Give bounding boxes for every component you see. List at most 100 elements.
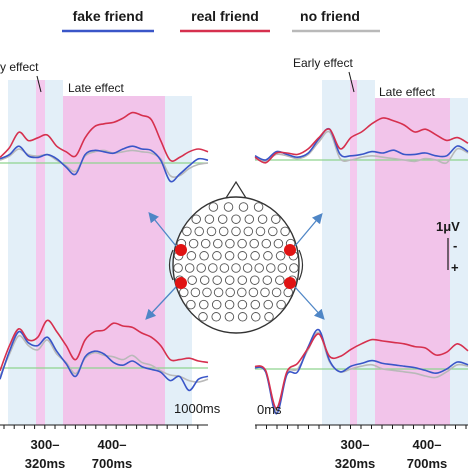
electrode-dot bbox=[173, 263, 183, 273]
electrode-head-map bbox=[168, 180, 304, 334]
electrode-dot bbox=[283, 287, 293, 298]
electrode-dot bbox=[275, 275, 285, 285]
electrode-dot bbox=[237, 238, 247, 249]
arrow-to-bottom-left bbox=[145, 286, 177, 320]
left-band-pre-early bbox=[8, 80, 36, 425]
axis-ticks-right bbox=[255, 425, 467, 429]
electrode-dot bbox=[231, 263, 241, 273]
electrode-dot bbox=[289, 263, 299, 273]
right-band-between bbox=[357, 80, 375, 425]
early-window-label-right-line2: 320ms bbox=[335, 456, 375, 471]
series-top-left-no-friend bbox=[0, 148, 209, 178]
left-late-window bbox=[63, 96, 165, 425]
electrode-dot bbox=[276, 299, 286, 310]
electrode-dot bbox=[251, 312, 261, 322]
electrode-dot bbox=[224, 275, 235, 285]
electrode-dot bbox=[250, 275, 260, 285]
electrode-grid bbox=[173, 202, 299, 322]
electrode-dot bbox=[242, 263, 253, 273]
electrode-dot bbox=[211, 312, 221, 322]
electrode-dot bbox=[223, 202, 234, 212]
electrode-dot bbox=[253, 202, 264, 212]
late-window-label-right-line1: 400– bbox=[413, 437, 442, 452]
electrode-dot bbox=[187, 275, 197, 285]
electrode-dot bbox=[219, 263, 230, 273]
electrode-dot bbox=[184, 263, 195, 273]
electrode-dot bbox=[224, 312, 235, 322]
early-effect-pointer-right bbox=[348, 71, 355, 93]
electrode-dot bbox=[263, 299, 273, 310]
electrode-dot bbox=[248, 287, 259, 298]
series-bottom-right-fake-friend bbox=[254, 328, 469, 415]
electrode-dot bbox=[199, 251, 209, 261]
electrode-dot bbox=[182, 226, 192, 237]
legend: fake friend real friend no friend bbox=[62, 8, 380, 33]
electrode-dot bbox=[268, 226, 278, 237]
time-start-label: 0ms bbox=[257, 402, 282, 417]
electrode-dot bbox=[200, 238, 211, 249]
electrode-dot bbox=[243, 226, 254, 237]
electrode-dot bbox=[225, 238, 235, 249]
axis-ticks-left bbox=[3, 425, 199, 429]
electrode-dot bbox=[237, 251, 248, 261]
left-band-between bbox=[45, 80, 63, 425]
left-early-window bbox=[36, 80, 45, 425]
right-early-window bbox=[350, 80, 357, 425]
electrode-dot bbox=[186, 251, 197, 261]
electrode-right-anterior bbox=[284, 244, 296, 256]
electrode-dot bbox=[231, 226, 241, 237]
electrode-dot bbox=[213, 238, 223, 249]
electrode-dot bbox=[237, 287, 247, 298]
electrode-dot bbox=[208, 263, 218, 273]
electrode-dot bbox=[250, 251, 260, 261]
arrow-to-top-left bbox=[148, 211, 177, 247]
electrode-left-posterior bbox=[175, 277, 187, 289]
late-window-label-left-line1: 400– bbox=[98, 437, 127, 452]
electrode-dot bbox=[264, 312, 274, 322]
electrode-dot bbox=[191, 214, 201, 224]
electrode-dot bbox=[271, 214, 281, 224]
time-axis-left bbox=[0, 424, 208, 429]
electrode-dot bbox=[237, 275, 248, 285]
electrode-left-anterior bbox=[175, 244, 187, 256]
late-window-label-left-line2: 700ms bbox=[92, 456, 132, 471]
series-top-right-real-friend bbox=[254, 117, 469, 164]
legend-label-real-friend: real friend bbox=[191, 8, 259, 24]
electrode-dot bbox=[212, 275, 222, 285]
electrode-dot bbox=[244, 214, 255, 224]
electrode-dot bbox=[194, 226, 204, 237]
electrode-dot bbox=[224, 251, 235, 261]
scale-plus-label: + bbox=[451, 260, 459, 275]
electrode-dot bbox=[273, 238, 284, 249]
series-top-right-no-friend bbox=[254, 130, 469, 165]
arrow-to-top-right bbox=[294, 213, 323, 247]
legend-label-fake-friend: fake friend bbox=[73, 8, 144, 24]
electrode-dot bbox=[250, 299, 261, 310]
time-axis-right bbox=[255, 424, 468, 429]
electrode-dot bbox=[237, 312, 248, 322]
electrode-dot bbox=[262, 275, 273, 285]
time-end-label: 1000ms bbox=[174, 401, 221, 416]
electrode-dot bbox=[254, 263, 264, 273]
waveform-series bbox=[0, 111, 469, 415]
head-nose bbox=[225, 180, 247, 199]
electrode-dot bbox=[204, 214, 215, 224]
electrode-dot bbox=[249, 238, 259, 249]
electrode-dot bbox=[261, 238, 272, 249]
voltage-scale-bar: 1μV - + bbox=[436, 219, 460, 275]
electrode-dot bbox=[238, 202, 249, 212]
late-window-label-right-line2: 700ms bbox=[407, 456, 447, 471]
electrode-dot bbox=[212, 251, 222, 261]
early-effect-label-left: y effect bbox=[0, 60, 39, 74]
legend-label-no-friend: no friend bbox=[300, 8, 360, 24]
electrode-dot bbox=[224, 299, 235, 310]
early-window-label-right-line1: 300– bbox=[341, 437, 370, 452]
series-bottom-left-no-friend bbox=[0, 334, 209, 383]
scale-minus-label: - bbox=[453, 238, 457, 253]
electrode-dot bbox=[208, 202, 219, 212]
electrode-dot bbox=[255, 226, 266, 237]
series-top-left-fake-friend bbox=[0, 145, 209, 183]
series-bottom-left-real-friend bbox=[0, 319, 209, 372]
series-bottom-left-fake-friend bbox=[0, 330, 209, 392]
